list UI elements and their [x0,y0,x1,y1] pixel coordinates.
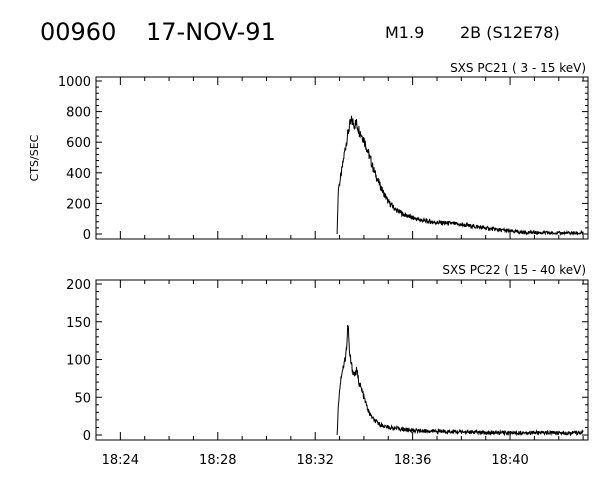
panel-title: SXS PC21 ( 3 - 15 keV) [450,61,586,75]
x-tick-label: 18:40 [491,453,528,468]
y-tick-label: 0 [83,429,91,444]
y-tick-label: 200 [66,197,91,212]
optical-class: 2B (S12E78) [460,23,560,42]
event-id: 00960 [40,18,116,46]
y-tick-label: 1000 [58,75,91,90]
y-tick-label: 100 [66,354,91,369]
y-tick-label: 400 [66,167,91,182]
panel-pc21: SXS PC21 ( 3 - 15 keV) CTS/SEC 0 200 400 60… [28,61,589,243]
y-tick-label: 200 [66,278,91,293]
goes-class: M1.9 [385,23,424,42]
y-tick-label: 0 [83,228,91,243]
y-ticks: 0 200 400 600 800 1000 [58,75,588,243]
x-tick-label: 18:36 [394,453,431,468]
series-layer [336,115,584,236]
event-date: 17-NOV-91 [146,18,276,46]
series-layer [336,324,584,437]
x-tick-label: 18:32 [296,453,333,468]
y-tick-label: 600 [66,136,91,151]
y-tick-label: 800 [66,106,91,121]
plot-frame [95,279,589,441]
series-line [336,115,584,236]
y-tick-label: 150 [66,316,91,331]
y-axis-label: CTS/SEC [28,134,41,181]
y-tick-label: 50 [74,391,91,406]
panel-pc22: SXS PC22 ( 15 - 40 keV) 0 50 100 150 200 18:… [66,263,589,468]
series-line [336,324,584,437]
x-ticks: 18:24 18:28 18:32 18:36 18:40 [95,280,584,468]
y-ticks: 0 50 100 150 200 [66,278,588,444]
x-ticks [95,77,584,239]
plot-frame [95,76,589,240]
panel-title: SXS PC22 ( 15 - 40 keV) [442,263,586,277]
x-tick-label: 18:28 [199,453,236,468]
x-tick-label: 18:24 [102,453,139,468]
